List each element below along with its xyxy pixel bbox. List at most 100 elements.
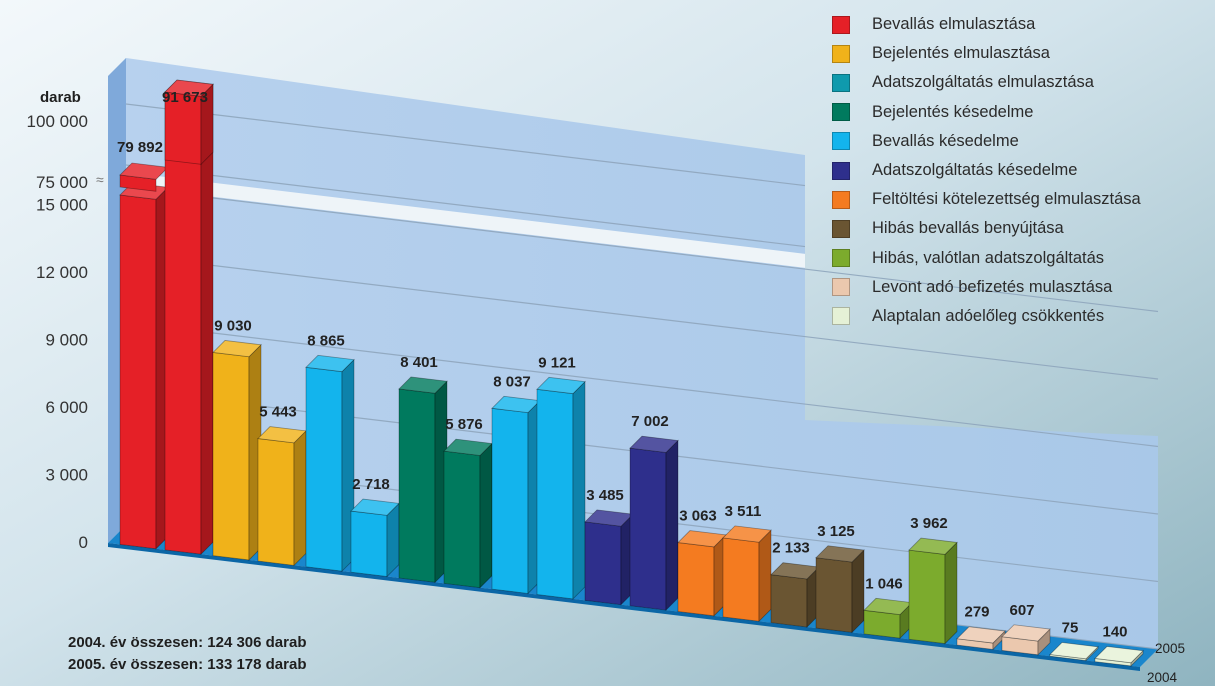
gridline xyxy=(125,186,1159,313)
bar-value-label: 279 xyxy=(964,604,989,621)
bar-front xyxy=(536,388,574,600)
bar-front xyxy=(350,510,388,577)
bar-top xyxy=(722,525,772,543)
total-2004: 2004. év összesen: 124 306 darab xyxy=(68,634,307,651)
legend-label: Bevallás késedelme xyxy=(872,131,1019,150)
bar-2004 xyxy=(956,626,1006,651)
bar-2005 xyxy=(1001,624,1051,656)
y-tick-label: 0 xyxy=(79,533,88,552)
bar-side xyxy=(479,442,493,589)
bar-2004 xyxy=(212,340,262,561)
legend-label: Hibás bevallás benyújtása xyxy=(872,219,1064,238)
bar-value-label: 3 063 xyxy=(679,508,717,525)
bar-side xyxy=(665,439,679,612)
bar-value-label: 7 002 xyxy=(631,413,669,430)
bar-value-label: 3 485 xyxy=(586,487,624,504)
bar-top xyxy=(398,376,448,394)
bar-side xyxy=(293,429,307,567)
bar-value-label: 75 xyxy=(1062,619,1079,636)
bar-side xyxy=(851,549,865,634)
bar-top xyxy=(1049,642,1099,660)
bar-2004 xyxy=(584,509,634,606)
legend-swatch xyxy=(832,15,850,34)
y-tick-label: 15 000 xyxy=(36,196,88,215)
bar-2004 xyxy=(677,530,727,617)
bar-value-label: 8 401 xyxy=(400,354,438,371)
bar-2004 xyxy=(863,597,913,640)
bar-2004 xyxy=(1049,642,1099,662)
bar-side xyxy=(386,502,400,578)
y-tick-label: 6 000 xyxy=(45,398,88,417)
bar-front xyxy=(443,450,481,589)
bar-top xyxy=(1094,646,1144,664)
total-2005: 2005. év összesen: 133 178 darab xyxy=(68,656,307,673)
bar-top xyxy=(212,340,262,358)
y-tick-label: 9 000 xyxy=(45,331,88,350)
bar-front xyxy=(770,574,808,628)
bar-value-label: 91 673 xyxy=(162,89,208,106)
bar-2004 xyxy=(770,562,820,628)
bar-top xyxy=(677,530,727,548)
legend-item: Alaptalan adóelőleg csökkentés xyxy=(832,302,1212,331)
legend-swatch xyxy=(832,44,850,63)
bar-value-label: 3 511 xyxy=(725,503,762,520)
legend-swatch xyxy=(832,307,850,326)
y-tick-label: 75 000 xyxy=(36,173,88,192)
bar-2005 xyxy=(722,525,772,623)
legend: Bevallás elmulasztása Bejelentés elmulasz… xyxy=(832,10,1212,331)
bar-top xyxy=(305,354,355,373)
legend-label: Bejelentés elmulasztása xyxy=(872,44,1050,63)
legend-item: Bejelentés késedelme xyxy=(832,98,1212,127)
bar-cap-top xyxy=(164,79,214,97)
gridline xyxy=(125,321,1159,448)
bar-top xyxy=(908,537,958,555)
bar-top xyxy=(1001,624,1051,642)
bar-value-label: 5 443 xyxy=(259,404,297,421)
bar-2004 xyxy=(119,162,169,550)
legend-item: Adatszolgáltatás késedelme xyxy=(832,156,1212,185)
legend-label: Feltöltési kötelezettség elmulasztása xyxy=(872,190,1141,209)
legend-swatch xyxy=(832,249,850,268)
axis-break-mark: ≈ xyxy=(96,171,104,187)
gridline xyxy=(125,103,806,187)
bar-2004 xyxy=(305,354,355,573)
legend-item: Bevallás elmulasztása xyxy=(832,10,1212,39)
bar-value-label: 1 046 xyxy=(865,575,903,592)
year-tag-2005: 2005 xyxy=(1155,641,1185,656)
legend-item: Feltöltési kötelezettség elmulasztása xyxy=(832,185,1212,214)
bar-2005 xyxy=(629,435,679,612)
legend-swatch xyxy=(832,278,850,297)
legend-swatch xyxy=(832,103,850,122)
bar-front xyxy=(257,438,295,566)
y-tick-label: 100 000 xyxy=(27,112,88,131)
bar-2005 xyxy=(257,426,307,567)
legend-item: Adatszolgáltatás elmulasztása xyxy=(832,68,1212,97)
bar-front xyxy=(584,521,622,606)
bar-top xyxy=(536,376,586,395)
floor-edge xyxy=(108,543,1140,671)
bar-front xyxy=(398,388,436,583)
bar-top xyxy=(629,435,679,453)
bar-2005 xyxy=(350,498,400,578)
bar-front xyxy=(305,366,343,572)
gridline xyxy=(125,254,1159,380)
legend-item: Levont adó befizetés mulasztása xyxy=(832,273,1212,302)
legend-swatch xyxy=(832,190,850,209)
legend-item: Hibás bevallás benyújtása xyxy=(832,214,1212,243)
bar-front xyxy=(863,609,901,639)
y-tick-label: 3 000 xyxy=(45,466,88,485)
legend-label: Hibás, valótlan adatszolgáltatás xyxy=(872,248,1105,267)
bar-2004 xyxy=(491,395,541,595)
legend-label: Adatszolgáltatás elmulasztása xyxy=(872,73,1094,92)
bar-2004 xyxy=(398,376,448,584)
bar-value-label: 2 718 xyxy=(352,476,390,493)
legend-item: Bevallás késedelme xyxy=(832,127,1212,156)
bar-front xyxy=(119,194,157,550)
bar-front xyxy=(908,549,946,645)
bar-value-label: 3 125 xyxy=(817,523,855,540)
bar-top xyxy=(956,626,1006,644)
bar-value-label: 3 962 xyxy=(910,515,948,532)
bar-2005 xyxy=(164,79,214,556)
